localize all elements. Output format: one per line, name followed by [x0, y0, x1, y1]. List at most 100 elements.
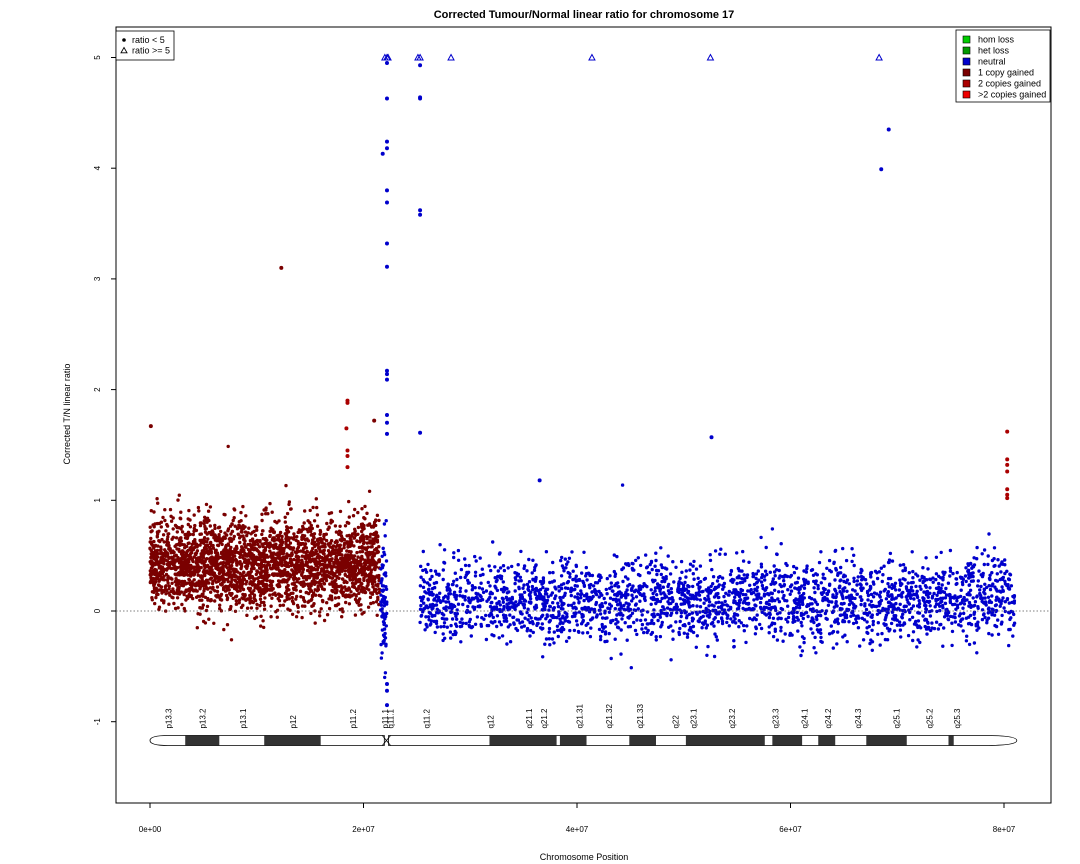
outlier-point	[418, 63, 423, 68]
ideogram-band-q23-3	[802, 735, 819, 746]
segment-points-1-copy-gained	[148, 444, 382, 642]
ideogram-band-label: p12	[289, 715, 298, 729]
ideogram-band-label: q21.1	[525, 708, 534, 729]
ideogram-band-label: q24.3	[854, 708, 863, 729]
capped-point-triangle	[384, 53, 392, 61]
shape-legend-box	[115, 30, 175, 61]
ideogram-band-q12	[489, 735, 557, 746]
outlier-point	[384, 688, 389, 693]
ideogram-band-label: q22	[671, 715, 680, 729]
outlier-point	[1005, 487, 1010, 492]
x-tick-label: 2e+07	[352, 825, 375, 834]
outlier-point	[1005, 429, 1010, 434]
outlier-point	[384, 139, 389, 144]
ideogram-band-label: q21.31	[575, 703, 584, 728]
outlier-point	[384, 200, 389, 205]
outlier-point	[384, 431, 389, 436]
ideogram-band-q11-2	[425, 735, 490, 746]
outlier-point	[384, 146, 389, 151]
state-swatch	[962, 90, 971, 99]
segment-points-neutral	[418, 483, 1017, 670]
triangle-symbol	[120, 46, 128, 54]
ideogram-band-label: p13.1	[239, 708, 248, 729]
ideogram-band-label: p11.2	[349, 709, 358, 729]
x-axis-label: Chromosome Position	[540, 852, 629, 862]
ideogram-centromere	[382, 735, 391, 746]
outlier-point	[879, 167, 884, 172]
dot-symbol	[122, 38, 126, 42]
ideogram-q-arm-outline	[388, 735, 1018, 746]
ideogram-band-p13-2	[185, 735, 220, 746]
outlier-point	[384, 96, 389, 101]
ideogram-band-label: p13.2	[198, 708, 207, 729]
outlier-point	[380, 151, 385, 156]
state-swatch	[962, 46, 971, 55]
outlier-point	[384, 420, 389, 425]
outlier-point	[148, 424, 153, 429]
outlier-point	[384, 703, 389, 708]
ideogram-band-label: q25.1	[892, 708, 901, 729]
outlier-point	[384, 241, 389, 246]
shape-legend-label: ratio < 5	[132, 35, 165, 45]
plot-frame	[115, 26, 1052, 804]
y-tick-label: 2	[93, 387, 102, 392]
x-axis: 0e+00 2e+07 4e+07 6e+07 8e+07	[139, 803, 1016, 834]
y-axis: -1 0 1 2 3 4 5	[93, 55, 1051, 726]
state-legend-label: hom loss	[978, 35, 1015, 45]
outlier-point	[345, 454, 350, 459]
state-swatch	[962, 68, 971, 77]
outlier-point	[418, 96, 423, 101]
outlier-point	[384, 264, 389, 269]
ideogram-band-label: p13.3	[164, 708, 173, 729]
ideogram-band-q22	[685, 735, 765, 746]
ideogram-band-q21-1	[556, 735, 560, 746]
x-tick-label: 8e+07	[993, 825, 1016, 834]
outlier-point	[418, 430, 423, 435]
outlier-point	[344, 426, 349, 431]
ideogram-band-q24-1	[818, 735, 836, 746]
state-legend-label: het loss	[978, 46, 1010, 56]
ideogram-band-q21-31	[586, 735, 630, 746]
outlier-point	[384, 682, 389, 687]
ideogram-band-label: q24.2	[824, 708, 833, 729]
x-tick-label: 0e+00	[139, 825, 162, 834]
state-swatch	[962, 35, 971, 44]
ideogram-band-p12	[264, 735, 321, 746]
ideogram-band-q21-2	[559, 735, 587, 746]
ideogram-band-label: q21.33	[636, 703, 645, 728]
ideogram-band-label: q24.1	[801, 708, 810, 729]
outlier-point	[345, 465, 350, 470]
ideogram-band-label: q12	[487, 715, 496, 729]
ideogram-band-q23-1	[764, 735, 773, 746]
ideogram-band-q25-2	[948, 735, 954, 746]
outlier-point	[418, 212, 423, 217]
capped-point-triangle	[875, 53, 883, 61]
outlier-point	[1005, 462, 1010, 467]
outlier-point	[418, 208, 423, 213]
data-points-layer	[148, 53, 1017, 708]
outlier-point	[345, 448, 350, 453]
ideogram-band-q21-33	[655, 735, 686, 746]
capped-point-triangle	[588, 53, 596, 61]
outlier-point	[1005, 492, 1010, 497]
ideogram-band-q25-1	[906, 735, 949, 746]
y-tick-label: -1	[93, 718, 102, 726]
ideogram-band-q24-2	[835, 735, 867, 746]
outlier-point	[372, 418, 377, 423]
outlier-point	[384, 413, 389, 418]
ideogram-band-p13-3	[150, 735, 186, 746]
y-tick-label: 5	[93, 55, 102, 60]
ideogram-band-label: q25.3	[953, 708, 962, 729]
ideogram-band-label: q11.2	[423, 709, 432, 729]
y-tick-label: 1	[93, 498, 102, 503]
ideogram-band-label: q21.32	[605, 703, 614, 728]
outlier-point	[345, 400, 350, 405]
chart-title: Corrected Tumour/Normal linear ratio for…	[434, 9, 735, 21]
capped-point-triangle	[447, 53, 455, 61]
state-legend-label: 2 copies gained	[978, 79, 1041, 89]
ideogram-p-arm-outline	[149, 735, 385, 746]
capped-point-triangle	[706, 53, 715, 61]
